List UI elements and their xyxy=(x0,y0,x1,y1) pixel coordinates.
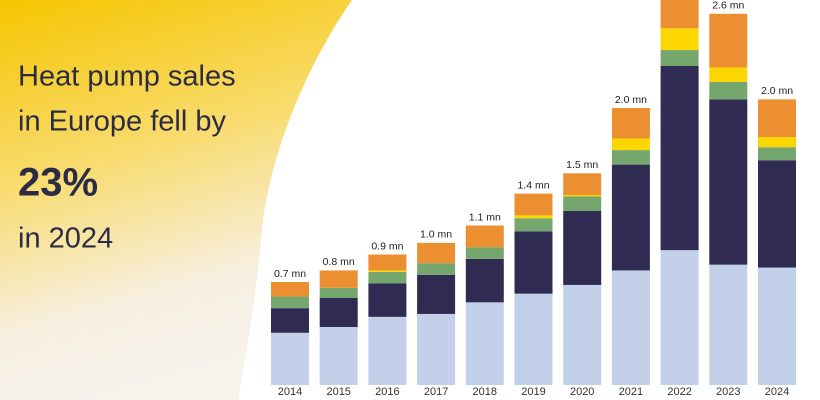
bar-segment xyxy=(514,218,553,232)
x-tick-label: 2016 xyxy=(375,386,399,398)
bar-segment xyxy=(611,270,650,385)
bar-segment xyxy=(271,282,309,297)
bar-segment xyxy=(709,264,748,385)
bar-segment xyxy=(514,215,553,219)
x-tick-label: 2014 xyxy=(278,386,302,398)
total-label: 2.6 mn xyxy=(712,0,744,12)
bar-segment xyxy=(660,250,699,385)
bar-segment xyxy=(563,196,602,211)
bar-segment xyxy=(368,270,407,272)
x-tick-label: 2023 xyxy=(716,386,740,398)
x-tick-label: 2015 xyxy=(326,386,350,398)
background-panel xyxy=(0,0,352,400)
total-label: 2.0 mn xyxy=(761,85,793,97)
total-label: 0.8 mn xyxy=(323,256,355,268)
bar-segment xyxy=(758,147,796,161)
bar-segment xyxy=(758,99,796,138)
total-label: 1.5 mn xyxy=(566,159,598,171)
x-tick-label: 2019 xyxy=(521,386,545,398)
x-tick-label: 2018 xyxy=(473,386,497,398)
plot: 2014 0.7 mn 2015 0.8 mn 2016 0.9 mn 2017 1.0 mn… xyxy=(271,0,796,398)
x-tick-label: 2021 xyxy=(619,386,643,398)
bar-segment xyxy=(465,225,504,248)
x-tick-label: 2022 xyxy=(667,386,691,398)
bar-segment xyxy=(417,274,456,314)
bar-segment xyxy=(611,138,650,151)
bar-segment xyxy=(660,50,699,66)
bar-segment xyxy=(319,287,358,298)
bar-segment xyxy=(758,137,796,148)
bar-segment xyxy=(611,164,650,271)
headline-figure: 23% xyxy=(18,161,98,205)
bar-segment xyxy=(514,193,553,216)
total-label: 1.1 mn xyxy=(469,211,501,223)
bar-segment xyxy=(368,283,407,317)
bar-segment xyxy=(319,270,358,288)
bar-segment xyxy=(563,211,602,285)
total-label: 0.7 mn xyxy=(274,268,306,280)
bar-segment xyxy=(660,66,699,251)
bar-segment xyxy=(660,28,699,51)
bar-segment xyxy=(563,173,602,196)
x-tick-label: 2020 xyxy=(570,386,594,398)
x-tick-label: 2024 xyxy=(765,386,789,398)
x-tick-label: 2017 xyxy=(424,386,448,398)
bar-segment xyxy=(465,258,504,303)
bar-segment xyxy=(319,298,358,327)
bar-segment xyxy=(563,284,602,385)
bar-segment xyxy=(271,296,309,309)
bar-segment xyxy=(758,160,796,268)
bar-segment xyxy=(271,332,309,385)
bar-segment xyxy=(709,67,748,82)
bar-segment xyxy=(709,81,748,100)
bar-segment xyxy=(368,271,407,284)
bar-segment xyxy=(709,13,748,68)
headline: in 2024 xyxy=(18,223,113,255)
bar-segment xyxy=(514,231,553,294)
bar-segment xyxy=(563,195,602,197)
bar-segment xyxy=(709,99,748,265)
total-label: 0.9 mn xyxy=(371,240,403,252)
bar-segment xyxy=(611,150,650,165)
headline: Heat pump sales xyxy=(18,61,236,93)
bar-segment xyxy=(611,108,650,139)
bar-segment xyxy=(417,242,456,264)
bar-segment xyxy=(368,316,407,385)
bar-segment xyxy=(465,247,504,259)
bar-segment xyxy=(465,302,504,385)
bar-segment xyxy=(319,327,358,385)
total-label: 1.4 mn xyxy=(517,179,549,191)
headline: in Europe fell by xyxy=(18,106,226,138)
bar-segment xyxy=(417,313,456,385)
bar-segment xyxy=(271,308,309,333)
bar-segment xyxy=(514,293,553,385)
total-label: 1.0 mn xyxy=(420,229,452,241)
bar-segment xyxy=(660,0,699,29)
total-label: 2.0 mn xyxy=(615,94,647,106)
bar-segment xyxy=(417,263,456,275)
bar-segment xyxy=(758,267,796,385)
bar-segment xyxy=(368,254,407,271)
